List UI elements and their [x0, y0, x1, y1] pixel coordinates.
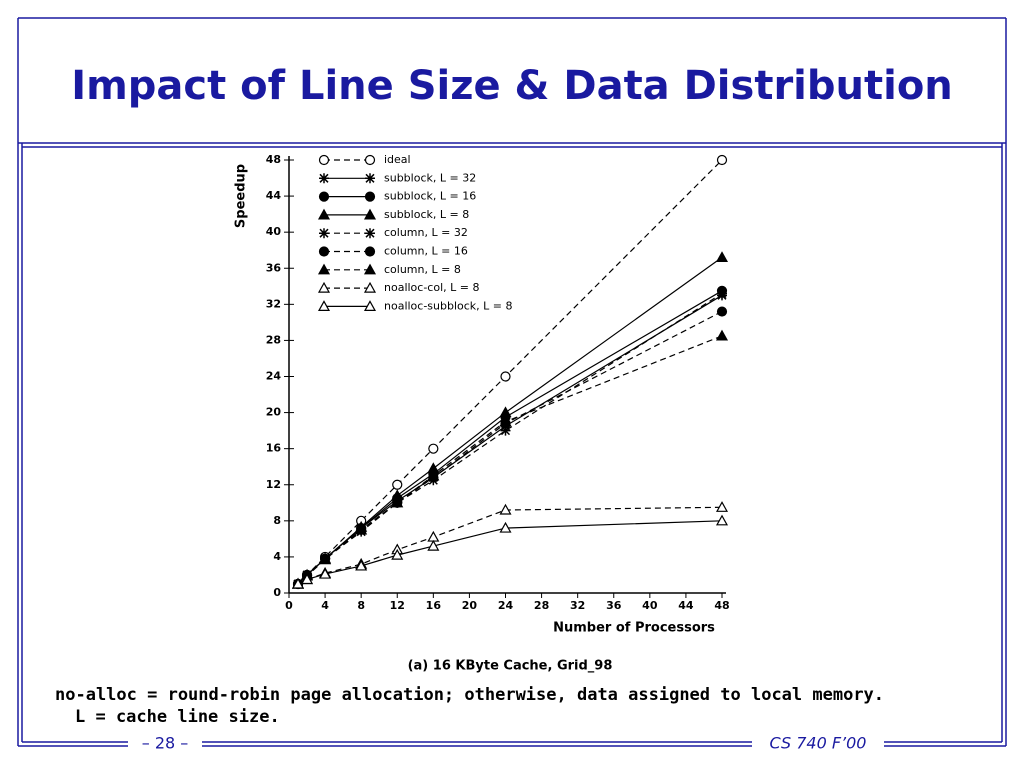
legend-label: ideal — [384, 153, 411, 166]
y-tick-label: 32 — [266, 297, 281, 310]
series-line — [297, 311, 723, 585]
legend-marker — [363, 281, 377, 293]
plot: 0 4 8 12 16 20 24 28 32 36 40 44 4804812162024283236… — [234, 153, 730, 674]
y-tick-label: 8 — [273, 514, 281, 527]
legend-marker — [318, 154, 330, 166]
y-tick-label: 36 — [266, 261, 282, 274]
data-point — [715, 514, 729, 526]
chart-caption: (a) 16 KByte Cache, Grid_98 — [408, 659, 613, 674]
legend-marker — [317, 263, 331, 275]
footnote: no-alloc = round-robin page allocation; … — [55, 685, 885, 727]
data-point — [716, 154, 728, 166]
data-point — [500, 425, 511, 436]
data-point — [427, 530, 440, 542]
data-point — [499, 503, 512, 515]
x-tick-label: 44 — [678, 599, 694, 612]
x-tick-label: 0 — [285, 599, 293, 612]
data-point — [500, 371, 511, 382]
y-axis-label: Speedup — [234, 164, 249, 228]
series-line — [297, 335, 723, 585]
x-tick-label: 24 — [498, 599, 514, 612]
legend-label: noalloc-subblock, L = 8 — [384, 299, 513, 312]
legend-marker — [317, 208, 331, 220]
series-line — [297, 290, 723, 585]
frame — [17, 17, 1007, 747]
data-point — [499, 415, 512, 427]
legend-label: subblock, L = 8 — [384, 208, 469, 221]
data-point — [391, 548, 404, 560]
legend-marker — [363, 208, 377, 220]
legend-marker — [319, 173, 329, 184]
legend-label: subblock, L = 32 — [384, 171, 476, 184]
data-point — [427, 469, 440, 481]
series-line — [297, 294, 723, 585]
legend-label: subblock, L = 16 — [384, 190, 476, 203]
legend-marker — [365, 173, 375, 184]
y-tick-label: 40 — [266, 225, 282, 238]
data-point — [301, 573, 314, 585]
x-tick-label: 40 — [642, 599, 658, 612]
legend-label: column, L = 8 — [384, 263, 461, 276]
data-point — [319, 567, 332, 579]
legend-marker — [318, 246, 330, 257]
series-line — [297, 293, 723, 585]
y-tick-label: 44 — [266, 189, 282, 202]
legend-marker — [363, 300, 377, 311]
y-tick-label: 24 — [266, 370, 282, 383]
slide-title: Impact of Line Size & Data Distribution — [71, 63, 953, 109]
x-tick-label: 16 — [426, 599, 442, 612]
y-tick-label: 28 — [266, 333, 281, 346]
data-point — [717, 288, 727, 299]
x-tick-label: 20 — [462, 599, 478, 612]
x-axis-label: Number of Processors — [553, 621, 715, 636]
data-point — [715, 501, 729, 512]
x-tick-label: 12 — [390, 599, 405, 612]
x-tick-label: 28 — [534, 599, 549, 612]
series-line — [297, 520, 723, 585]
y-tick-label: 4 — [273, 550, 281, 563]
legend-label: noalloc-col, L = 8 — [384, 281, 479, 294]
legend-marker — [317, 281, 331, 293]
data-point — [428, 443, 439, 454]
y-tick-label: 0 — [273, 586, 281, 599]
data-point — [499, 406, 512, 418]
page-number: – 28 – — [142, 734, 189, 753]
y-tick-label: 20 — [266, 406, 282, 419]
y-tick-label: 48 — [266, 153, 281, 166]
data-point — [715, 251, 729, 263]
legend-marker — [363, 263, 377, 275]
course-label: CS 740 F’00 — [770, 734, 867, 753]
y-tick-label: 16 — [266, 442, 282, 455]
series-line — [297, 159, 723, 585]
legend-marker — [319, 228, 329, 239]
legend-marker — [365, 228, 375, 239]
legend-marker — [364, 191, 376, 202]
data-point — [499, 521, 512, 533]
y-tick-label: 12 — [266, 478, 281, 491]
legend-marker — [318, 191, 330, 202]
x-tick-label: 36 — [606, 599, 622, 612]
x-tick-label: 48 — [714, 599, 729, 612]
legend-marker — [364, 246, 376, 257]
data-point — [292, 577, 305, 589]
x-tick-label: 8 — [357, 599, 365, 612]
data-point — [427, 539, 440, 551]
data-point — [355, 559, 368, 571]
legend-marker — [364, 154, 376, 166]
data-point — [355, 523, 368, 535]
data-point — [319, 553, 332, 565]
data-point — [391, 496, 404, 508]
data-point — [392, 479, 403, 490]
data-point — [716, 306, 728, 317]
legend-label: column, L = 16 — [384, 245, 468, 258]
legend-marker — [317, 300, 331, 311]
data-point — [715, 329, 729, 341]
x-tick-label: 32 — [570, 599, 585, 612]
legend-label: column, L = 32 — [384, 226, 468, 239]
x-tick-label: 4 — [321, 599, 329, 612]
